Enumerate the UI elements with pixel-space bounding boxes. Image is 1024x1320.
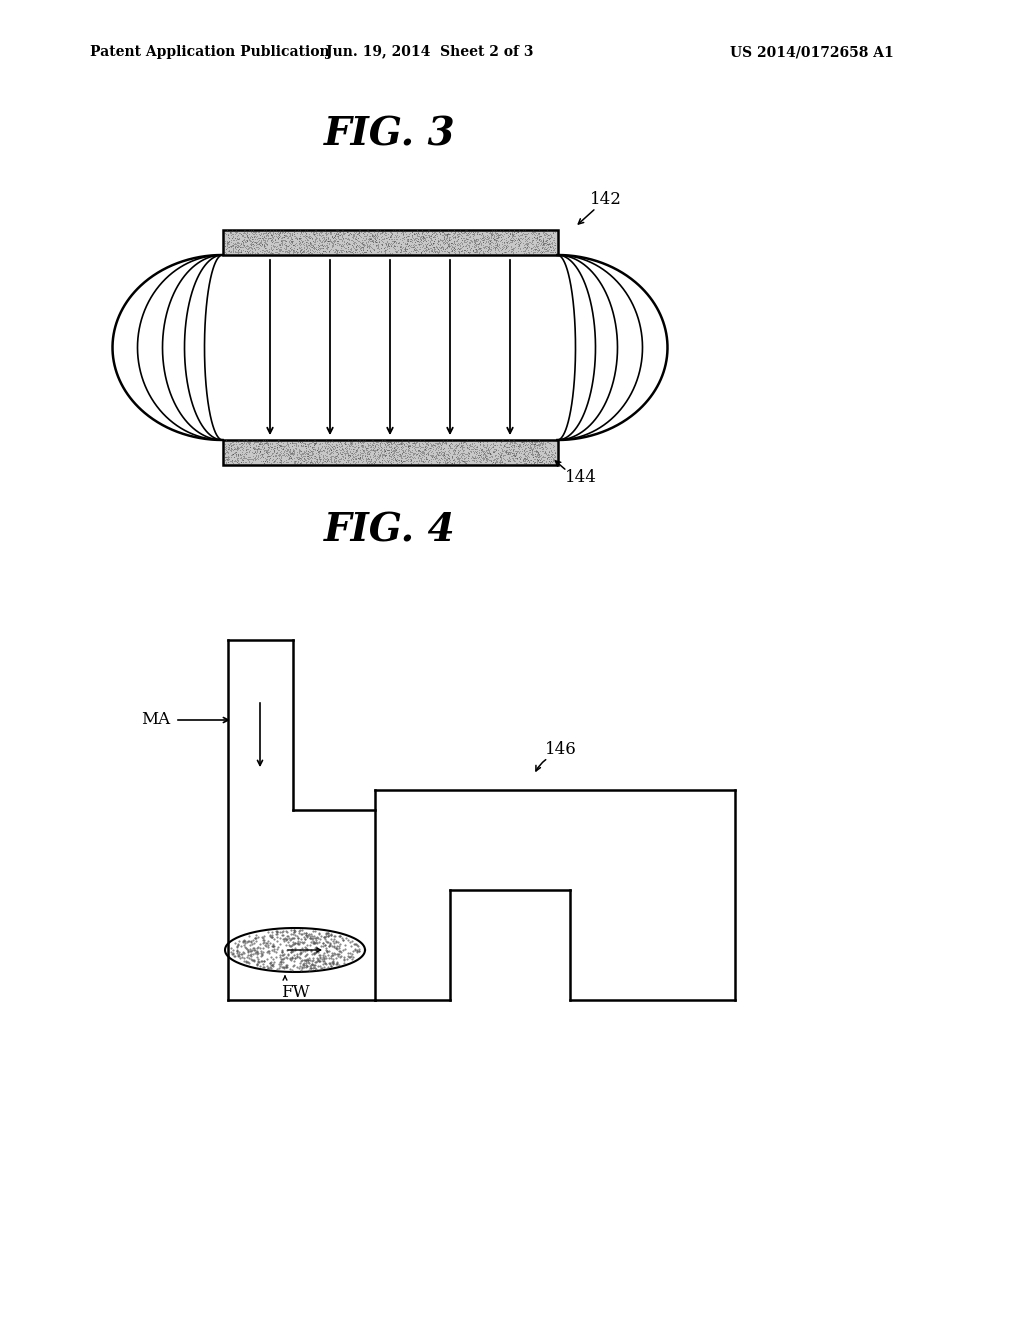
Text: MA: MA: [141, 711, 170, 729]
Text: FIG. 3: FIG. 3: [325, 116, 456, 154]
Text: US 2014/0172658 A1: US 2014/0172658 A1: [730, 45, 894, 59]
Text: FIG. 4: FIG. 4: [325, 511, 456, 549]
Text: 144: 144: [565, 470, 597, 487]
Text: Patent Application Publication: Patent Application Publication: [90, 45, 330, 59]
Text: 142: 142: [590, 191, 622, 209]
Bar: [222, 440, 557, 465]
Bar: [222, 230, 557, 255]
Text: Jun. 19, 2014  Sheet 2 of 3: Jun. 19, 2014 Sheet 2 of 3: [327, 45, 534, 59]
Text: FW: FW: [281, 983, 309, 1001]
Text: 146: 146: [545, 742, 577, 759]
